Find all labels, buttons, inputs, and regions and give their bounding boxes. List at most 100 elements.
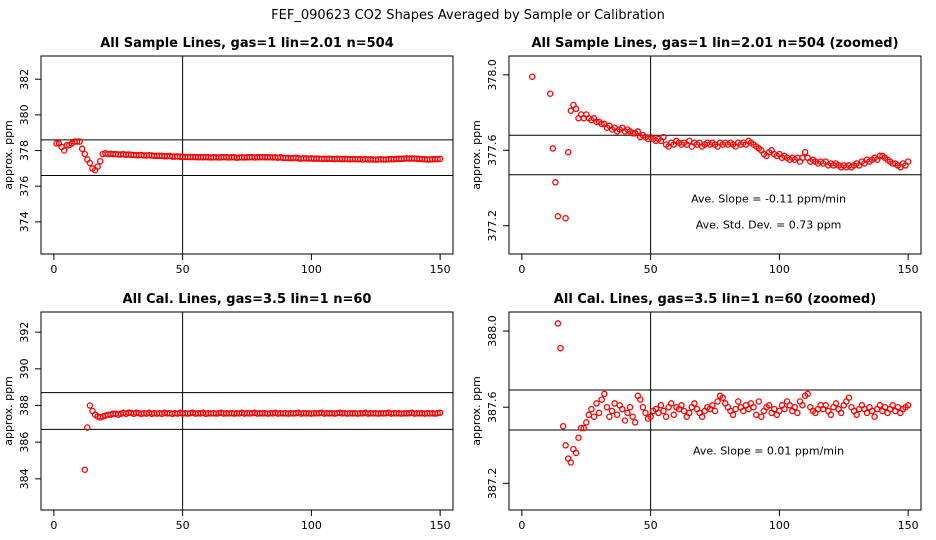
x-tick-label: 150 [898, 519, 919, 532]
x-tick-label: 150 [898, 263, 919, 276]
y-tick-label: 388 [18, 395, 31, 416]
data-point [822, 402, 829, 409]
data-point [94, 163, 101, 170]
data-point [691, 400, 698, 407]
data-point [572, 449, 580, 457]
annotation-text: Ave. Std. Dev. = 0.73 ppm [696, 218, 842, 231]
data-point [791, 403, 799, 411]
x-tick-label: 0 [518, 519, 525, 532]
data-point [729, 411, 737, 419]
x-tick-label: 150 [430, 519, 451, 532]
data-point [655, 409, 662, 417]
data-point [686, 409, 693, 417]
data-point [904, 402, 912, 409]
data-point [629, 413, 636, 420]
data-point [662, 413, 670, 420]
data-point [84, 424, 91, 431]
data-point [96, 157, 104, 165]
x-tick-label: 100 [769, 263, 790, 276]
x-tick-label: 100 [301, 263, 322, 276]
y-tick-label: 390 [18, 358, 31, 379]
panel-title: All Cal. Lines, gas=3.5 lin=1 n=60 [123, 292, 372, 307]
data-point [680, 407, 688, 415]
data-point [559, 422, 567, 430]
annotation-text: Ave. Slope = 0.01 ppm/min [693, 445, 844, 458]
plot-frame [508, 311, 922, 511]
data-point [434, 409, 441, 417]
data-point [86, 159, 94, 167]
data-point [755, 398, 763, 405]
data-point [642, 409, 649, 417]
data-point [434, 155, 441, 163]
data-point [678, 402, 685, 409]
x-tick-label: 0 [50, 519, 57, 532]
data-point [577, 424, 585, 432]
data-point [583, 419, 590, 426]
chart-panel-2: All Sample Lines, gas=1 lin=2.01 n=504 (… [470, 36, 922, 276]
x-tick-label: 150 [430, 263, 451, 276]
y-axis-label: approx. ppm [2, 120, 15, 190]
data-point [709, 402, 716, 409]
data-point [871, 413, 878, 420]
x-tick-label: 100 [301, 519, 322, 532]
plot-frame [508, 55, 922, 255]
data-point [698, 413, 706, 420]
data-point [711, 407, 719, 415]
data-point [801, 148, 809, 156]
data-point [567, 107, 575, 114]
data-point [567, 459, 575, 466]
data-point [436, 155, 444, 163]
data-point [624, 409, 631, 417]
data-point [613, 411, 621, 419]
y-tick-label: 382 [18, 69, 31, 90]
data-point [593, 400, 600, 407]
y-tick-label: 377.6 [486, 135, 499, 167]
data-point [601, 390, 608, 398]
data-point [734, 398, 742, 405]
data-point [832, 400, 840, 407]
data-series [53, 138, 444, 174]
x-tick-label: 50 [644, 263, 658, 276]
data-point [546, 90, 554, 97]
y-tick-label: 387.2 [486, 468, 499, 500]
chart-panel-1: All Sample Lines, gas=1 lin=2.01 n=504 0 5… [2, 36, 454, 276]
data-point [598, 396, 605, 403]
data-point [631, 419, 639, 426]
data-point [549, 145, 557, 152]
data-point [603, 403, 611, 411]
data-point [714, 398, 721, 405]
y-tick-label: 380 [18, 104, 31, 125]
data-point [750, 403, 757, 411]
data-point [647, 413, 654, 420]
data-point [776, 407, 783, 415]
data-point [562, 214, 569, 222]
data-point [78, 145, 86, 153]
y-tick-label: 388.0 [486, 315, 499, 347]
data-point [781, 405, 788, 413]
panel-title: All Sample Lines, gas=1 lin=2.01 n=504 [100, 36, 394, 51]
data-point [876, 402, 884, 409]
y-tick-label: 378 [18, 140, 31, 161]
y-axis-label: approx. ppm [470, 120, 483, 190]
data-point [853, 411, 860, 419]
data-point [660, 133, 667, 141]
data-point [81, 466, 89, 473]
data-point [904, 158, 912, 165]
data-point [611, 400, 618, 407]
data-point [639, 403, 647, 411]
data-point [552, 179, 559, 186]
y-tick-label: 374 [18, 211, 31, 232]
data-series [554, 320, 912, 466]
annotation-text: Ave. Slope = -0.11 ppm/min [691, 193, 846, 206]
data-point [73, 138, 81, 145]
data-point [626, 403, 634, 411]
data-point [81, 150, 89, 158]
data-point [660, 407, 667, 415]
data-point [580, 424, 587, 432]
data-series [81, 402, 444, 473]
figure-title: FEF_090623 CO2 Shapes Averaged by Sample… [271, 8, 665, 23]
data-point [585, 411, 593, 419]
data-point [436, 409, 444, 417]
data-point [881, 403, 889, 411]
data-point [827, 411, 835, 419]
